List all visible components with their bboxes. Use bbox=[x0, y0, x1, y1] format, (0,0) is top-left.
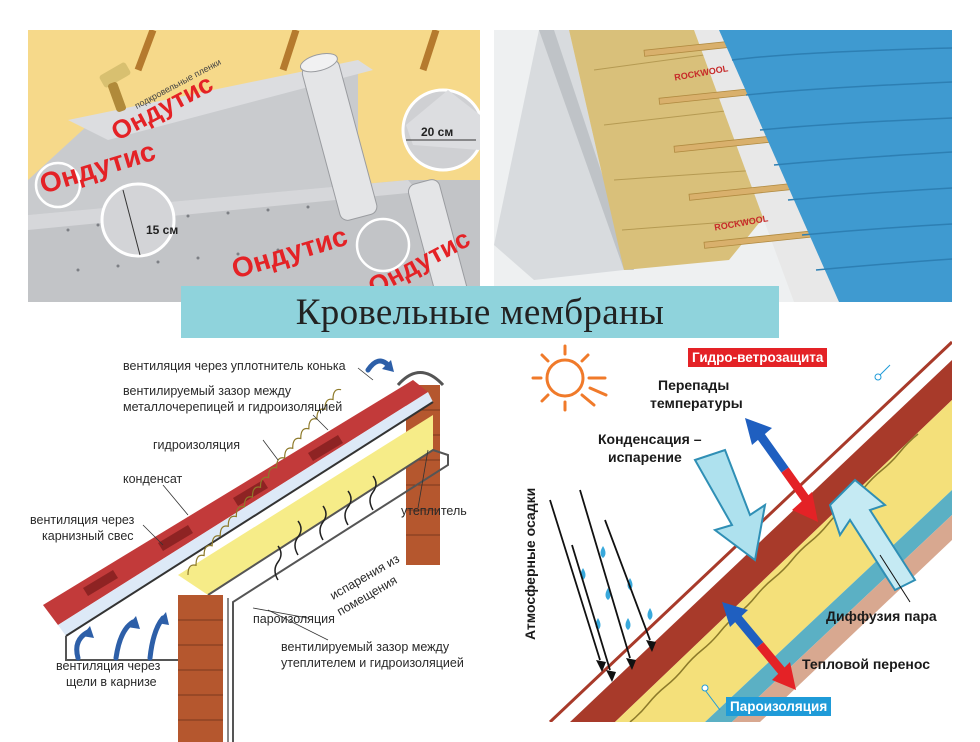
diffusion-label: Диффузия пара bbox=[826, 608, 937, 624]
waterproofing-label: гидроизоляция bbox=[153, 438, 240, 452]
roof-insulation-panel: ROCKWOOL ROCKWOOL bbox=[494, 30, 952, 302]
vapor-barrier-label: пароизоляция bbox=[253, 612, 335, 626]
ventilation-diagram-panel: вентиляция через уплотнитель конька вент… bbox=[28, 340, 480, 742]
cond-label-line2: испарение bbox=[608, 449, 682, 465]
precipitation-label: Атмосферные осадки bbox=[522, 487, 538, 640]
condensate-label: конденсат bbox=[123, 472, 183, 486]
gap1-label-line1: вентилируемый зазор между bbox=[123, 384, 292, 398]
temp-label-line1: Перепады bbox=[658, 377, 729, 393]
page-title: Кровельные мембраны bbox=[181, 286, 779, 338]
membrane-installation-panel: Ондутис Ондутис Ондутис Ондутис подкрове… bbox=[28, 30, 480, 302]
cond-label-line1: Конденсация – bbox=[598, 431, 702, 447]
gap1-label-line2: металлочерепицей и гидроизоляцией bbox=[123, 400, 342, 414]
ridge-vent-label: вентиляция через уплотнитель конька bbox=[123, 359, 346, 373]
wind-protection-tag: Гидро-ветрозащита bbox=[688, 348, 828, 367]
eave-vent-label-line2: карнизный свес bbox=[42, 529, 134, 543]
overlap-20cm-label: 20 см bbox=[421, 125, 454, 139]
insulation-label: утеплитель bbox=[401, 504, 467, 518]
slot-vent-label-line1: вентиляция через bbox=[56, 659, 161, 673]
membrane-physics-panel: Перепады температуры Конденсация – испар… bbox=[510, 340, 952, 722]
temp-label-line2: температуры bbox=[650, 395, 743, 411]
gap2-label-line1: вентилируемый зазор между bbox=[281, 640, 450, 654]
slot-vent-label-line2: щели в карнизе bbox=[66, 675, 157, 689]
gap2-label-line2: утеплителем и гидроизоляцией bbox=[281, 656, 464, 670]
eave-vent-label-line1: вентиляция через bbox=[30, 513, 135, 527]
vapor-barrier-tag: Пароизоляция bbox=[726, 697, 832, 716]
overlap-15cm-label: 15 см bbox=[146, 223, 179, 237]
heat-transfer-label: Тепловой перенос bbox=[802, 656, 930, 672]
